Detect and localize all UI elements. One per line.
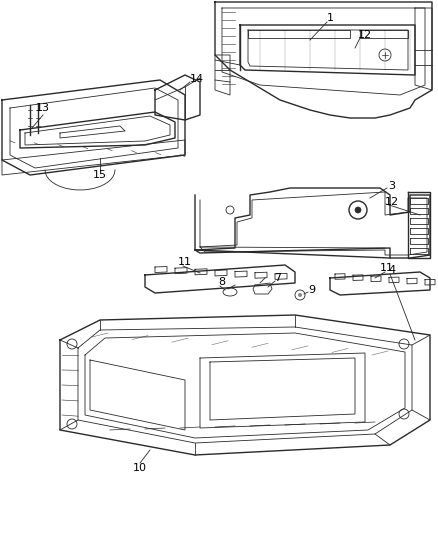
Circle shape	[355, 207, 361, 213]
Text: 15: 15	[93, 170, 107, 180]
Text: 11: 11	[380, 263, 394, 273]
Circle shape	[298, 293, 302, 297]
Text: 7: 7	[275, 273, 282, 283]
Text: 4: 4	[389, 265, 396, 275]
Text: 9: 9	[308, 285, 315, 295]
Text: 3: 3	[389, 181, 396, 191]
Text: 11: 11	[178, 257, 192, 267]
Text: 13: 13	[36, 103, 50, 113]
Text: 1: 1	[326, 13, 333, 23]
Text: 8: 8	[219, 277, 226, 287]
Text: 14: 14	[190, 74, 204, 84]
Text: 12: 12	[385, 197, 399, 207]
Text: 10: 10	[133, 463, 147, 473]
Text: 12: 12	[358, 30, 372, 40]
